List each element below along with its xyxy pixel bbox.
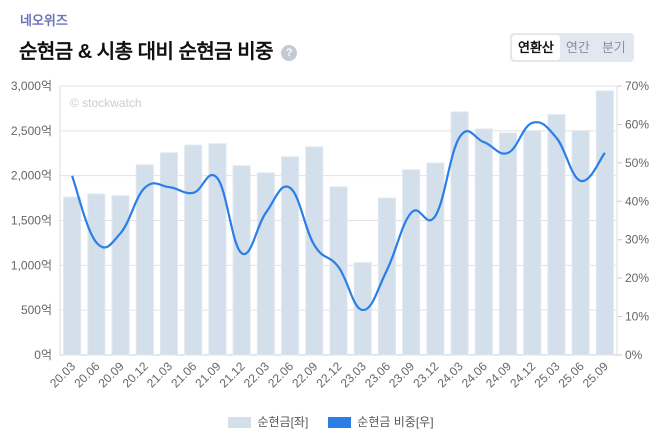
x-tick-label: 24.03	[435, 359, 466, 390]
x-tick-label: 20.12	[120, 359, 151, 390]
bar	[63, 196, 82, 356]
legend-item-line[interactable]: 순현금 비중[우]	[328, 413, 434, 430]
x-tick-label: 22.09	[289, 359, 320, 390]
bar	[426, 162, 445, 356]
watermark: © stockwatch	[70, 96, 142, 110]
bar	[135, 164, 154, 356]
bar	[474, 128, 493, 356]
question-circle-icon[interactable]: ?	[281, 44, 298, 61]
bar	[87, 193, 106, 356]
left-tick-label: 1,500억	[11, 214, 52, 228]
x-tick-label: 23.09	[386, 359, 417, 390]
x-tick-label: 20.09	[96, 359, 127, 390]
legend: 순현금[좌] 순현금 비중[우]	[0, 413, 662, 430]
legend-swatch-line	[328, 417, 352, 429]
bar	[111, 195, 130, 356]
bar	[377, 197, 396, 356]
left-tick-label: 1,000억	[11, 258, 52, 272]
x-tick-label: 20.06	[71, 359, 102, 390]
x-tick-label: 20.03	[47, 359, 78, 390]
tab-annualized[interactable]: 연환산	[512, 35, 560, 60]
left-tick-label: 0억	[34, 348, 52, 362]
bar	[329, 186, 348, 356]
left-tick-label: 2,000억	[11, 169, 52, 183]
bar	[595, 90, 614, 356]
bar	[232, 165, 251, 356]
right-tick-label: 40%	[625, 194, 649, 208]
x-tick-label: 25.03	[531, 359, 562, 390]
bar	[499, 132, 518, 356]
legend-item-bar[interactable]: 순현금[좌]	[228, 413, 308, 430]
x-tick-label: 25.09	[580, 359, 611, 390]
bar	[402, 169, 421, 356]
bar	[547, 114, 566, 356]
bar	[305, 146, 324, 356]
tab-quarterly[interactable]: 분기	[601, 40, 626, 55]
company-name[interactable]: 네오위즈	[20, 13, 68, 28]
x-tick-label: 23.12	[410, 359, 441, 390]
x-tick-label: 21.03	[144, 359, 175, 390]
x-tick-label: 22.12	[313, 359, 344, 390]
right-tick-label: 70%	[625, 79, 649, 93]
bar	[184, 144, 203, 356]
bar	[571, 130, 590, 356]
right-tick-label: 0%	[625, 348, 643, 362]
legend-swatch-bar	[228, 417, 252, 429]
x-tick-label: 21.12	[217, 359, 248, 390]
x-tick-label: 24.09	[483, 359, 514, 390]
left-tick-label: 3,000억	[11, 79, 52, 93]
bar	[281, 156, 300, 356]
bar	[159, 152, 178, 356]
x-tick-label: 22.06	[265, 359, 296, 390]
right-tick-label: 30%	[625, 233, 649, 247]
bar	[208, 143, 227, 356]
x-tick-label: 25.06	[556, 359, 587, 390]
bar	[523, 130, 542, 356]
x-tick-label: 21.06	[168, 359, 199, 390]
bar	[353, 262, 372, 356]
period-toggle: 연환산 연간 분기	[510, 33, 634, 62]
x-tick-label: 24.06	[459, 359, 490, 390]
legend-label: 순현금 비중[우]	[357, 415, 434, 429]
x-tick-label: 23.03	[338, 359, 369, 390]
title-text: 순현금 & 시총 대비 순현금 비중	[19, 41, 274, 63]
right-tick-label: 10%	[625, 310, 649, 324]
x-tick-label: 24.12	[507, 359, 538, 390]
x-tick-label: 23.06	[362, 359, 393, 390]
bar	[450, 111, 469, 356]
right-tick-label: 50%	[625, 156, 649, 170]
bar	[256, 172, 275, 356]
page-title: 순현금 & 시총 대비 순현금 비중?	[19, 35, 298, 64]
x-tick-label: 22.03	[241, 359, 272, 390]
ratio-line	[71, 121, 606, 312]
x-tick-label: 21.09	[192, 359, 223, 390]
right-tick-label: 60%	[625, 117, 649, 131]
tab-annual[interactable]: 연간	[565, 40, 590, 55]
left-tick-label: 500억	[21, 303, 52, 317]
right-tick-label: 20%	[625, 271, 649, 285]
left-tick-label: 2,500억	[11, 124, 52, 138]
legend-label: 순현금[좌]	[257, 415, 309, 429]
